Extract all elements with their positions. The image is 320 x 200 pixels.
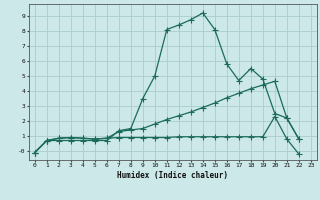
X-axis label: Humidex (Indice chaleur): Humidex (Indice chaleur): [117, 171, 228, 180]
